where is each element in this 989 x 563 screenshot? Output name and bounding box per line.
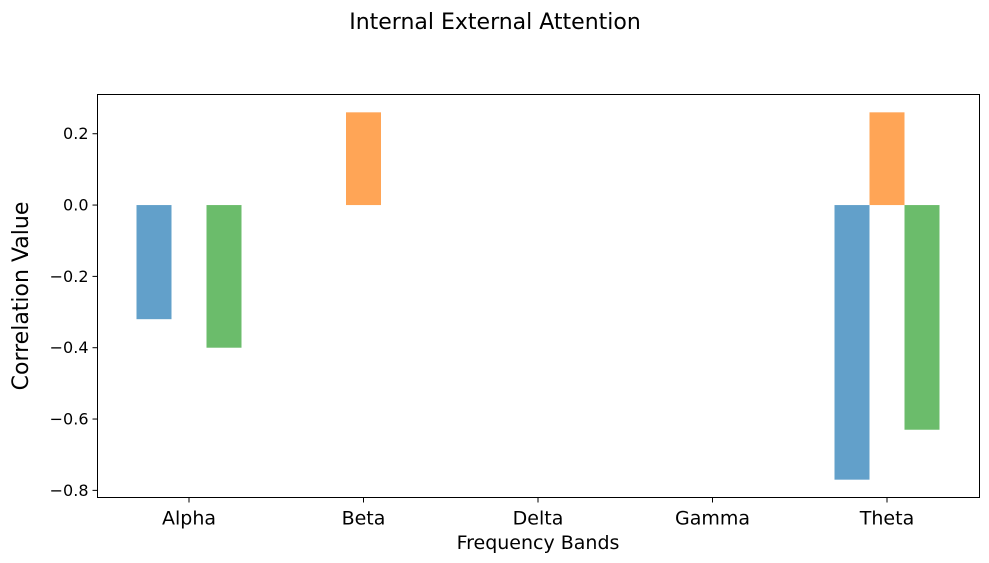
y-tick-label: 0.0 [63, 196, 88, 215]
y-tick-label: −0.4 [50, 338, 89, 357]
y-axis: 0.2 0.0 −0.2 −0.4 −0.6 −0.8 [50, 124, 98, 500]
x-tick-label-alpha: Alpha [162, 508, 216, 530]
y-tick-label: −0.2 [50, 267, 89, 286]
y-tick-label: −0.6 [50, 410, 89, 429]
x-tick-label-beta: Beta [342, 508, 386, 530]
bar-theta-series-2 [869, 112, 905, 206]
y-tick-label: −0.8 [50, 481, 89, 500]
bar-alpha-series-3 [206, 205, 242, 348]
bar-alpha-series-1 [136, 205, 172, 320]
bars-group [136, 112, 940, 480]
x-axis: Alpha Beta Delta Gamma Theta [162, 497, 914, 530]
bar-theta-series-3 [904, 205, 940, 430]
chart-title: Internal External Attention [349, 10, 641, 35]
y-axis-label: Correlation Value [9, 202, 34, 391]
y-tick-label: 0.2 [63, 124, 88, 143]
bar-beta-series-2 [346, 112, 381, 206]
bar-theta-series-1 [834, 205, 870, 480]
x-axis-label: Frequency Bands [457, 532, 620, 554]
x-tick-label-gamma: Gamma [675, 508, 750, 530]
x-tick-label-theta: Theta [859, 508, 914, 530]
x-tick-label-delta: Delta [513, 508, 564, 530]
